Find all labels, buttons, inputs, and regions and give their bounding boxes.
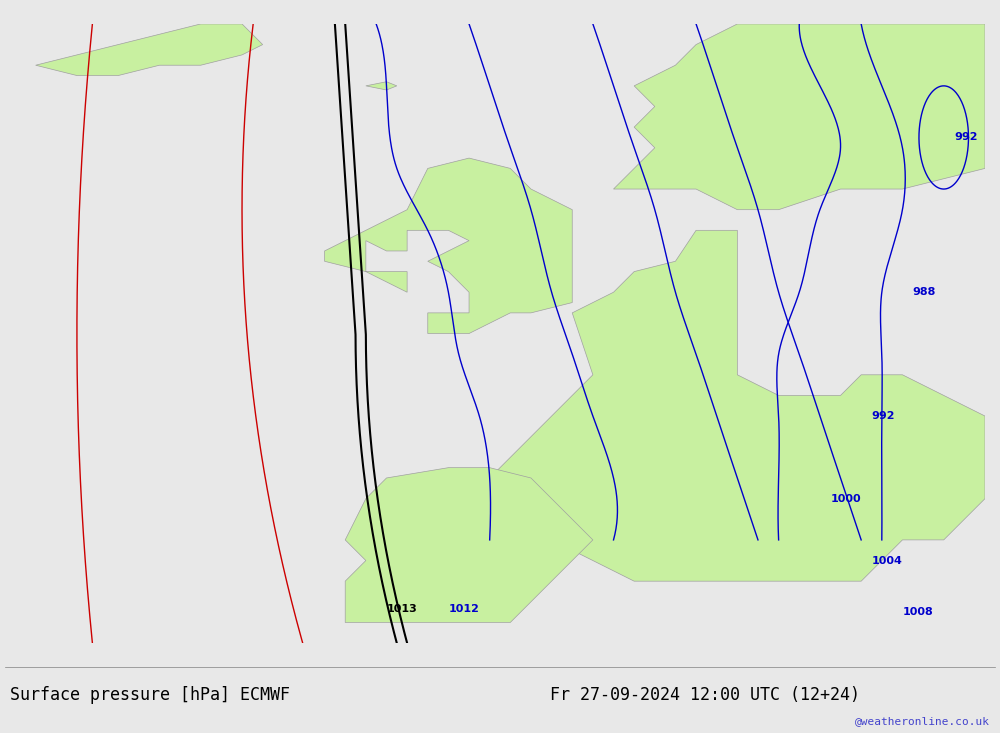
Text: Surface pressure [hPa] ECMWF: Surface pressure [hPa] ECMWF	[10, 685, 290, 704]
Polygon shape	[345, 468, 593, 622]
Text: 1000: 1000	[830, 493, 861, 504]
Polygon shape	[325, 158, 572, 334]
Text: 988: 988	[913, 287, 936, 298]
Text: 1004: 1004	[871, 556, 902, 566]
Text: 992: 992	[954, 133, 978, 142]
Text: 1012: 1012	[448, 604, 479, 614]
Polygon shape	[36, 24, 263, 75]
Polygon shape	[366, 81, 397, 90]
Text: 992: 992	[871, 411, 895, 421]
Polygon shape	[490, 230, 985, 581]
Text: 1008: 1008	[902, 607, 933, 617]
Text: @weatheronline.co.uk: @weatheronline.co.uk	[855, 715, 990, 726]
Text: Fr 27-09-2024 12:00 UTC (12+24): Fr 27-09-2024 12:00 UTC (12+24)	[550, 685, 860, 704]
Text: 1013: 1013	[386, 604, 417, 614]
Polygon shape	[614, 24, 985, 210]
